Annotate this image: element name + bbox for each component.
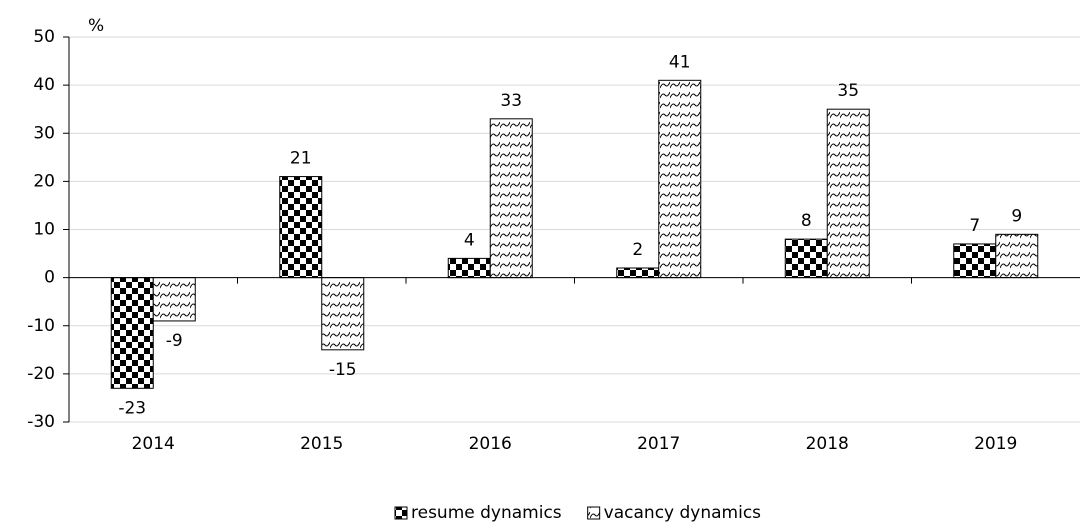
legend-label: vacancy dynamics	[604, 503, 762, 523]
x-tick-label: 2014	[132, 434, 175, 454]
data-label: 4	[464, 230, 475, 250]
y-tick-label: 50	[33, 27, 55, 47]
data-label: 21	[290, 149, 312, 169]
data-label: 41	[669, 52, 691, 72]
y-axis-label: %	[88, 16, 104, 36]
data-label: 35	[837, 81, 859, 101]
bar	[616, 267, 660, 279]
y-tick-label: 10	[33, 220, 55, 240]
legend-swatch	[394, 506, 408, 520]
y-tick-label: -20	[27, 364, 55, 384]
data-label: -15	[329, 360, 357, 380]
bar	[279, 176, 323, 279]
x-tick-label: 2015	[300, 434, 343, 454]
bar	[826, 108, 870, 279]
x-tick-label: 2017	[637, 434, 680, 454]
x-tick-label: 2018	[806, 434, 849, 454]
y-tick-label: -10	[27, 316, 55, 336]
bar	[152, 277, 196, 322]
data-label: 2	[632, 240, 643, 260]
x-tick-label: 2019	[974, 434, 1017, 454]
data-label: -9	[166, 331, 183, 351]
y-tick-label: 30	[33, 123, 55, 143]
bar	[784, 238, 828, 279]
x-tick-label: 2016	[469, 434, 512, 454]
legend-label: resume dynamics	[411, 503, 562, 523]
y-tick-label: -30	[27, 412, 55, 432]
bar	[447, 257, 491, 279]
bar	[110, 277, 154, 389]
y-tick-label: 20	[33, 171, 55, 191]
y-tick-label: 0	[44, 268, 55, 288]
data-label: 7	[969, 216, 980, 236]
bar	[658, 79, 702, 279]
y-tick-label: 40	[33, 75, 55, 95]
data-label: -23	[118, 398, 146, 418]
bar	[321, 277, 365, 351]
bar	[489, 118, 533, 279]
legend-swatch	[587, 506, 601, 520]
data-label: 8	[801, 211, 812, 231]
bar	[953, 243, 997, 279]
bar	[995, 233, 1039, 279]
data-label: 9	[1011, 206, 1022, 226]
data-label: 33	[500, 91, 522, 111]
